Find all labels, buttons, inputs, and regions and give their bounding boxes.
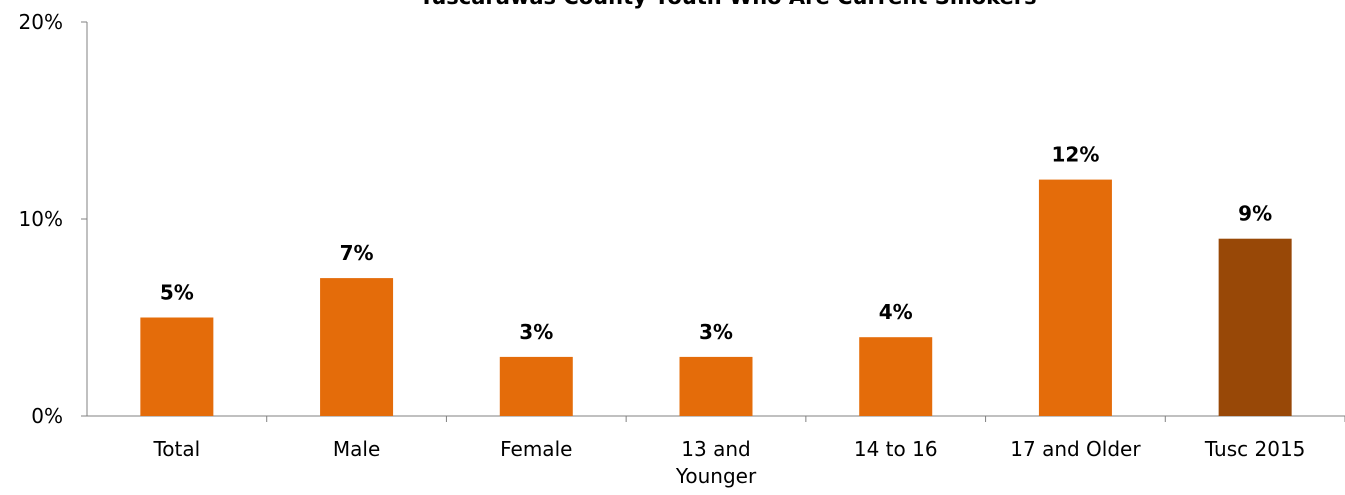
bar-male	[320, 278, 394, 416]
x-tick-label: 13 and Younger	[675, 437, 757, 488]
x-tick-label-line: Tusc 2015	[1204, 437, 1306, 461]
x-tick-label-line: Female	[500, 437, 572, 461]
bar-13-and-younger	[679, 356, 753, 416]
x-tick-label: Male	[333, 437, 380, 461]
x-tick-label: Tusc 2015	[1204, 437, 1306, 461]
chart-title: Tuscarawas County Youth Who Are Current …	[419, 0, 1036, 9]
y-tick-label: 10%	[19, 207, 63, 231]
y-tick-labels: 0% 10% 20%	[19, 10, 63, 428]
data-label: 9%	[1238, 202, 1272, 226]
x-tick-label-line: 17 and Older	[1010, 437, 1141, 461]
bar-total	[140, 317, 214, 416]
data-label: 3%	[519, 320, 553, 344]
x-tick-labels: Total Male Female 13 and Younger 14 to 16 17 a…	[152, 437, 1305, 488]
x-tick-label: 14 to 16	[854, 437, 938, 461]
y-tick-label: 0%	[31, 404, 63, 428]
x-tick-label: Total	[152, 437, 200, 461]
x-tick-label-line: 14 to 16	[854, 437, 938, 461]
bar-14-to-16	[859, 337, 933, 416]
data-label: 7%	[340, 241, 374, 265]
data-label: 12%	[1051, 143, 1099, 167]
y-tick-label: 20%	[19, 10, 63, 34]
x-tick-label-line: Male	[333, 437, 380, 461]
bar-17-and-older	[1038, 179, 1112, 416]
data-label: 3%	[699, 320, 733, 344]
x-tick-label: 17 and Older	[1010, 437, 1141, 461]
x-tick-label-line: 13 and	[681, 437, 750, 461]
data-label: 4%	[879, 300, 913, 324]
x-tick-label-line: Younger	[675, 464, 757, 488]
bar-tusc-2015	[1218, 238, 1292, 416]
x-tick-label-line: Total	[152, 437, 200, 461]
data-label: 5%	[160, 281, 194, 305]
data-labels: 5% 7% 3% 3% 4% 12% 9%	[160, 143, 1272, 344]
bars	[140, 179, 1292, 416]
x-tick-label: Female	[500, 437, 572, 461]
bar-female	[499, 356, 573, 416]
